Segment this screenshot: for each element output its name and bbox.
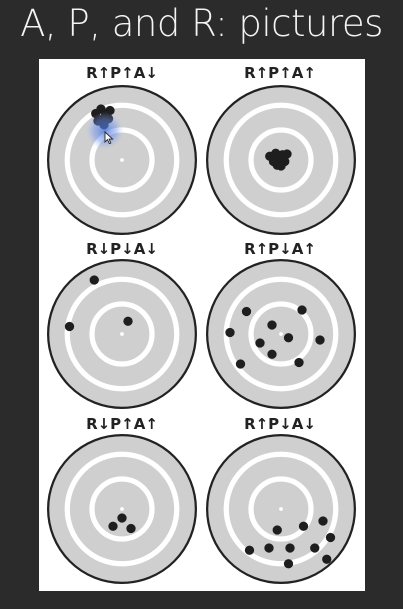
shot-mark (126, 523, 136, 534)
shot-mark (297, 305, 307, 315)
target-label-3: R↓P↓A↓ (86, 240, 158, 258)
shot-mark (318, 516, 328, 526)
shot-mark (255, 338, 265, 348)
shot-mark (294, 357, 304, 368)
target-ring (248, 476, 314, 542)
shot-mark (235, 359, 246, 369)
shot-mark (241, 306, 252, 317)
slide-title: A, P, and R: pictures (20, 2, 383, 45)
shot-mark (267, 320, 277, 330)
pointer-highlight (86, 112, 124, 150)
shot-mark (282, 149, 292, 159)
target-ring (248, 127, 314, 193)
target-4 (205, 258, 357, 410)
target-ring (223, 451, 339, 567)
bullseye-center (120, 332, 124, 336)
target-label-1: R↑P↑A↓ (86, 64, 158, 82)
shot-mark (117, 513, 127, 523)
target-ring (89, 301, 155, 367)
shot-mark (276, 161, 286, 171)
target-label-4: R↑P↓A↑ (244, 240, 316, 258)
shot-mark (123, 316, 133, 326)
shot-mark (264, 543, 274, 553)
shot-mark (267, 349, 277, 359)
shot-mark (315, 335, 325, 345)
target-5 (46, 433, 198, 585)
shot-mark (108, 521, 118, 531)
bullseye-center (120, 158, 124, 162)
mouse-cursor-icon (104, 131, 114, 145)
shot-mark (283, 333, 294, 343)
bullseye-center (120, 507, 124, 511)
shot-mark (285, 543, 295, 553)
shot-mark (225, 327, 235, 338)
target-ring (223, 102, 339, 218)
target-ring (64, 102, 180, 218)
shot-mark (298, 521, 309, 531)
shot-mark (283, 559, 294, 569)
shot-mark (244, 545, 255, 555)
bullseye-center (279, 332, 283, 336)
target-label-6: R↑P↓A↓ (244, 415, 316, 433)
target-label-5: R↓P↑A↑ (86, 415, 158, 433)
shot-mark (310, 543, 320, 553)
target-6 (205, 433, 357, 585)
shot-mark (325, 532, 336, 543)
shot-mark (272, 525, 282, 535)
target-ring (64, 451, 180, 567)
shot-mark (89, 275, 99, 285)
target-label-2: R↑P↑A↑ (244, 64, 316, 82)
target-ring (64, 276, 180, 392)
target-3 (46, 258, 198, 410)
target-ring (89, 476, 155, 542)
bullseye-center (279, 507, 283, 511)
target-2 (205, 84, 357, 236)
target-ring (248, 301, 314, 367)
shot-mark (322, 554, 332, 564)
shot-mark (64, 321, 75, 332)
target-1 (46, 84, 198, 236)
